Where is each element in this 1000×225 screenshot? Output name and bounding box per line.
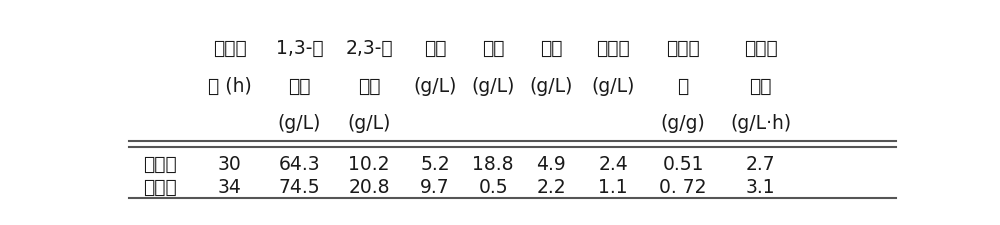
Text: 乳酸: 乳酸 [482, 39, 504, 58]
Text: 2.2: 2.2 [536, 177, 566, 196]
Text: 率: 率 [677, 76, 689, 95]
Text: (g/L): (g/L) [278, 114, 321, 133]
Text: (g/L): (g/L) [530, 76, 573, 95]
Text: 30: 30 [218, 154, 242, 173]
Text: 10.2: 10.2 [348, 154, 390, 173]
Text: 对照组: 对照组 [143, 154, 177, 173]
Text: 醇生产: 醇生产 [744, 39, 777, 58]
Text: 5.2: 5.2 [420, 154, 450, 173]
Text: 醇转化: 醇转化 [666, 39, 700, 58]
Text: 强度: 强度 [749, 76, 772, 95]
Text: 74.5: 74.5 [279, 177, 320, 196]
Text: 实验组: 实验组 [143, 177, 177, 196]
Text: 2.7: 2.7 [746, 154, 775, 173]
Text: 琥珀酸: 琥珀酸 [596, 39, 630, 58]
Text: 3.1: 3.1 [746, 177, 775, 196]
Text: 0.5: 0.5 [478, 177, 508, 196]
Text: 乙酸: 乙酸 [540, 39, 562, 58]
Text: 二醇: 二醇 [358, 76, 380, 95]
Text: (g/L): (g/L) [592, 76, 635, 95]
Text: (g/L): (g/L) [347, 114, 391, 133]
Text: (g/L·h): (g/L·h) [730, 114, 791, 133]
Text: 1.1: 1.1 [598, 177, 628, 196]
Text: (g/g): (g/g) [661, 114, 705, 133]
Text: 二醇: 二醇 [288, 76, 311, 95]
Text: 34: 34 [218, 177, 242, 196]
Text: 发酵周: 发酵周 [213, 39, 246, 58]
Text: (g/L): (g/L) [413, 76, 457, 95]
Text: 20.8: 20.8 [348, 177, 390, 196]
Text: 9.7: 9.7 [420, 177, 450, 196]
Text: 0.51: 0.51 [662, 154, 704, 173]
Text: 2.4: 2.4 [598, 154, 628, 173]
Text: 乙醇: 乙醇 [424, 39, 446, 58]
Text: 64.3: 64.3 [279, 154, 320, 173]
Text: 18.8: 18.8 [472, 154, 514, 173]
Text: (g/L): (g/L) [471, 76, 515, 95]
Text: 期 (h): 期 (h) [208, 76, 252, 95]
Text: 2,3-丁: 2,3-丁 [345, 39, 393, 58]
Text: 1,3-丙: 1,3-丙 [276, 39, 323, 58]
Text: 4.9: 4.9 [536, 154, 566, 173]
Text: 0. 72: 0. 72 [659, 177, 707, 196]
